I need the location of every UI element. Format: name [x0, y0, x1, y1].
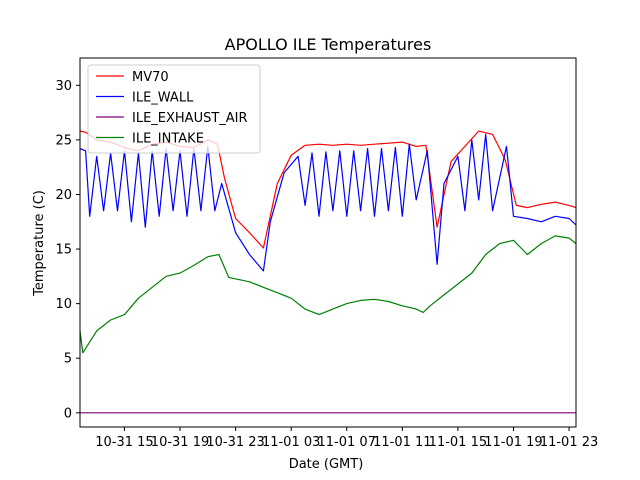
legend-label: ILE_EXHAUST_AIR: [132, 111, 248, 126]
series-line-ile-intake: [79, 235, 577, 354]
chart-title: APOLLO ILE Temperatures: [225, 35, 432, 54]
legend: MV70 ILE_WALL ILE_EXHAUST_AIR ILE_INTAKE: [87, 64, 261, 154]
x-tick-label: 11-01 11: [373, 435, 431, 450]
legend-label: ILE_INTAKE: [132, 132, 204, 147]
y-tick-label: 15: [55, 243, 72, 258]
legend-label: MV70: [132, 70, 169, 85]
y-tick-label: 10: [55, 297, 72, 312]
x-tick-label: 11-01 03: [262, 435, 320, 450]
legend-label: ILE_WALL: [132, 91, 194, 106]
x-tick-label: 11-01 07: [318, 435, 376, 450]
y-tick-label: 0: [64, 406, 72, 421]
x-tick-label: 11-01 19: [484, 435, 542, 450]
y-tick-label: 30: [55, 79, 72, 94]
y-tick-label: 25: [55, 133, 72, 148]
plot-frame: [79, 57, 577, 428]
y-tick-label: 5: [64, 352, 72, 367]
x-tick-label: 10-31 23: [206, 435, 264, 450]
y-tick-label: 20: [55, 188, 72, 203]
x-tick-label: 11-01 23: [540, 435, 598, 450]
x-tick-label: 10-31 19: [151, 435, 209, 450]
legend-box: [87, 64, 261, 154]
x-axis-label: Date (GMT): [289, 457, 364, 472]
y-axis-ticks: 0 5 10 15 20 25 30: [55, 79, 80, 421]
series-line-ile-wall: [79, 133, 577, 272]
x-tick-label: 11-01 15: [429, 435, 487, 450]
x-tick-label: 10-31 15: [95, 435, 153, 450]
y-axis-label: Temperature (C): [32, 190, 47, 297]
